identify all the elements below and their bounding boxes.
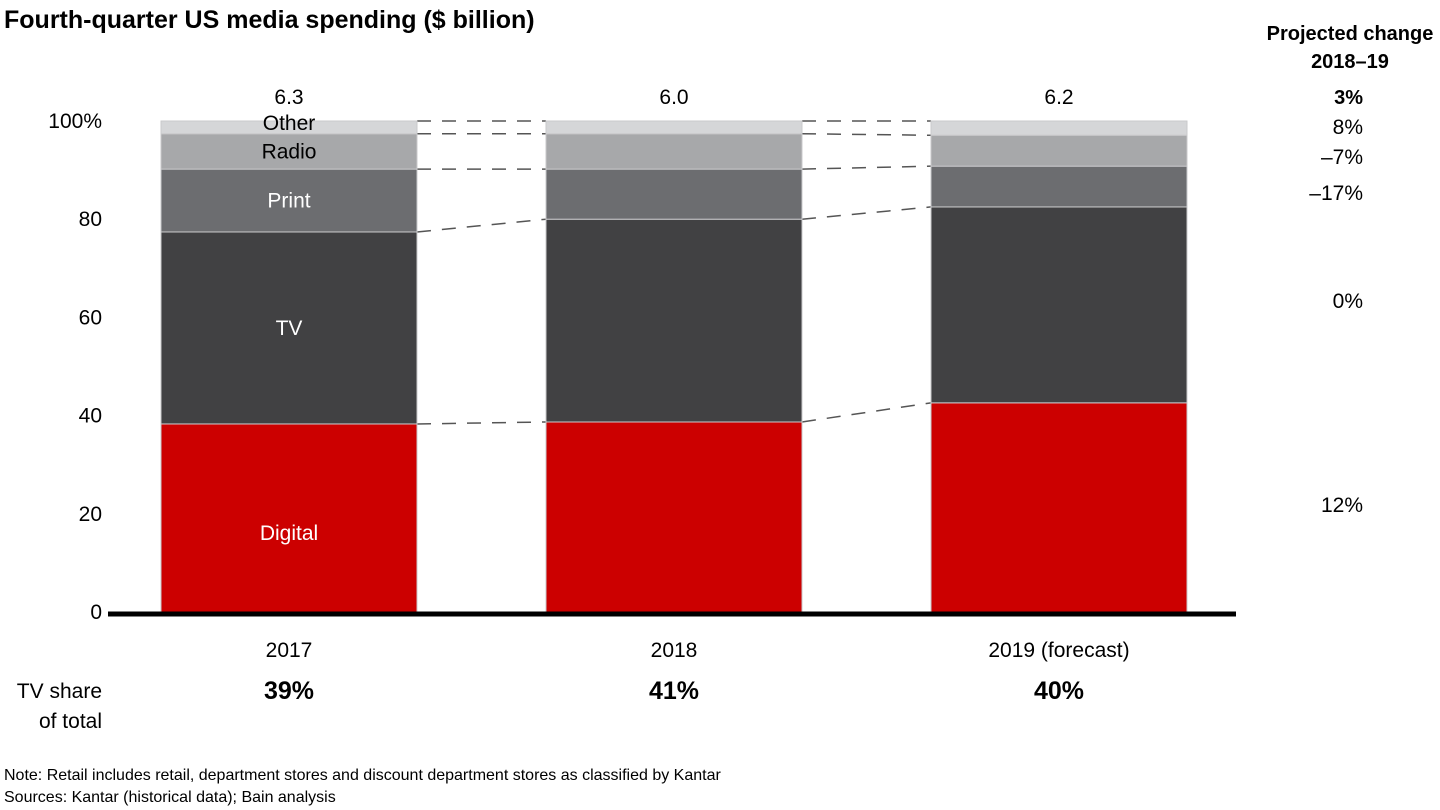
y-tick-label: 100% xyxy=(48,110,102,133)
tv-share-2019-forecast: 40% xyxy=(1034,677,1084,705)
y-tick-label: 40 xyxy=(79,405,102,428)
y-axis: 0 20 40 60 80 100% xyxy=(48,110,102,624)
connector-lines xyxy=(416,120,932,425)
bar-segment-print-2019-forecast xyxy=(930,165,1188,208)
x-tick-label: 2018 xyxy=(651,639,698,662)
connector-digital xyxy=(416,421,547,425)
footer-note: Note: Retail includes retail, department… xyxy=(4,767,721,784)
projected-change-header-line1: Projected change xyxy=(1267,23,1434,45)
bar-total-2019-forecast: 6.2 xyxy=(1044,86,1073,109)
bar-total-2018: 6.0 xyxy=(659,86,688,109)
bar-segment-print-2017 xyxy=(160,168,418,233)
bar-segment-radio-2018 xyxy=(545,133,803,170)
projected-change-column: Projected change 2018–19 3% 12% 0% –17% –7%… xyxy=(1267,23,1434,517)
projected-change-total: 3% xyxy=(1334,87,1363,109)
tv-share-2018: 41% xyxy=(649,677,699,705)
bar-2018 xyxy=(545,120,803,613)
projected-change-header-line2: 2018–19 xyxy=(1311,51,1389,73)
bar-2019-forecast xyxy=(930,120,1188,613)
x-tick-label: 2019 (forecast) xyxy=(988,639,1129,662)
projected-change-other: 8% xyxy=(1333,116,1363,139)
connector-tv xyxy=(416,218,547,233)
connector-print xyxy=(801,165,932,170)
bar-segment-tv-2018 xyxy=(545,218,803,423)
projected-change-digital: 12% xyxy=(1321,494,1363,517)
connector-digital xyxy=(801,402,932,423)
y-tick-label: 0 xyxy=(90,601,102,624)
segment-label-digital: Digital xyxy=(260,522,318,545)
segment-label-other: Other xyxy=(263,112,316,135)
chart-title: Fourth-quarter US media spending ($ bill… xyxy=(4,6,535,34)
bar-segment-tv-2019-forecast xyxy=(930,206,1188,404)
tv-share-label-line1: TV share xyxy=(17,680,102,703)
bar-segment-tv-2017 xyxy=(160,231,418,425)
bar-segment-digital-2017 xyxy=(160,423,418,613)
tv-share-label-line2: of total xyxy=(39,710,102,733)
bar-segment-digital-2018 xyxy=(545,421,803,613)
segment-label-print: Print xyxy=(267,190,310,213)
segment-label-radio: Radio xyxy=(262,140,317,163)
bar-segment-digital-2019-forecast xyxy=(930,402,1188,613)
projected-change-radio: –7% xyxy=(1321,146,1363,169)
bar-segment-other-2017 xyxy=(160,120,418,135)
tv-share-row: TV share of total 39% 41% 40% xyxy=(17,677,1084,733)
bar-segment-print-2018 xyxy=(545,168,803,220)
x-axis-labels: 2017 2018 2019 (forecast) xyxy=(266,639,1130,662)
connector-tv xyxy=(801,206,932,220)
y-tick-label: 60 xyxy=(79,306,102,329)
segment-label-tv: TV xyxy=(276,317,303,340)
bar-2017 xyxy=(160,120,418,613)
y-tick-label: 80 xyxy=(79,208,102,231)
projected-change-tv: 0% xyxy=(1333,290,1363,313)
y-tick-label: 20 xyxy=(79,503,102,526)
footer-sources: Sources: Kantar (historical data); Bain … xyxy=(4,789,336,806)
x-tick-label: 2017 xyxy=(266,639,313,662)
bar-totals: 6.3 6.0 6.2 xyxy=(274,86,1073,109)
projected-change-print: –17% xyxy=(1309,182,1363,205)
segment-labels: Digital TV Print Radio Other xyxy=(260,112,318,545)
bar-segment-other-2019-forecast xyxy=(930,120,1188,136)
bar-segment-other-2018 xyxy=(545,120,803,135)
tv-share-2017: 39% xyxy=(264,677,314,705)
connector-radio xyxy=(801,133,932,136)
bar-total-2017: 6.3 xyxy=(274,86,303,109)
bars xyxy=(160,120,1188,613)
bar-segment-radio-2019-forecast xyxy=(930,134,1188,167)
